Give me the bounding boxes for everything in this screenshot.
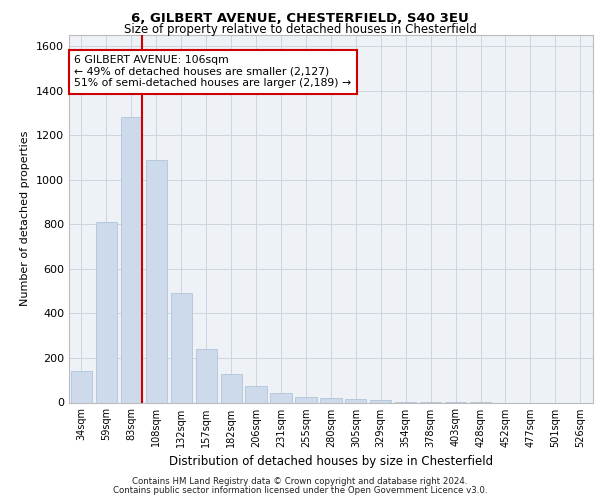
Bar <box>245 386 266 402</box>
Text: 6, GILBERT AVENUE, CHESTERFIELD, S40 3EU: 6, GILBERT AVENUE, CHESTERFIELD, S40 3EU <box>131 12 469 25</box>
Text: Contains HM Land Registry data © Crown copyright and database right 2024.: Contains HM Land Registry data © Crown c… <box>132 478 468 486</box>
Bar <box>370 400 391 402</box>
Bar <box>146 160 167 402</box>
Bar <box>345 400 367 402</box>
Bar <box>295 397 317 402</box>
Text: Size of property relative to detached houses in Chesterfield: Size of property relative to detached ho… <box>124 22 476 36</box>
Bar <box>196 349 217 403</box>
Bar <box>271 393 292 402</box>
Bar <box>221 374 242 402</box>
Bar <box>71 372 92 402</box>
Text: 6 GILBERT AVENUE: 106sqm
← 49% of detached houses are smaller (2,127)
51% of sem: 6 GILBERT AVENUE: 106sqm ← 49% of detach… <box>74 55 352 88</box>
X-axis label: Distribution of detached houses by size in Chesterfield: Distribution of detached houses by size … <box>169 455 493 468</box>
Text: Contains public sector information licensed under the Open Government Licence v3: Contains public sector information licen… <box>113 486 487 495</box>
Bar <box>320 398 341 402</box>
Bar <box>121 118 142 403</box>
Y-axis label: Number of detached properties: Number of detached properties <box>20 131 31 306</box>
Bar <box>96 222 117 402</box>
Bar <box>170 294 192 403</box>
